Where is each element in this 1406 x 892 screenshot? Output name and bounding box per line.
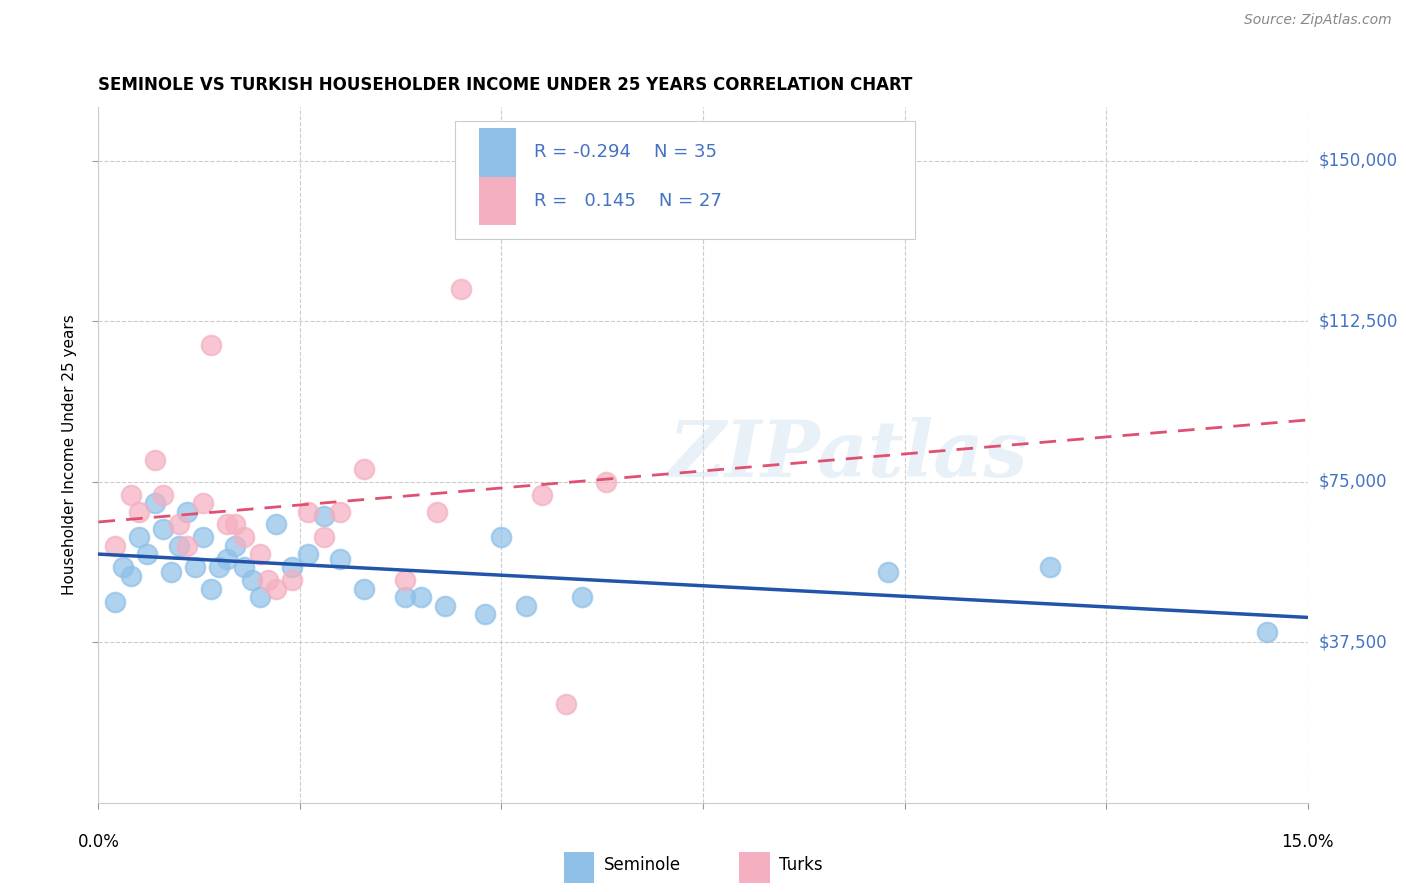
Text: R = -0.294    N = 35: R = -0.294 N = 35 — [534, 144, 717, 161]
Point — [434, 599, 457, 613]
Point — [877, 565, 900, 579]
Point — [152, 522, 174, 536]
Point — [450, 282, 472, 296]
FancyBboxPatch shape — [479, 177, 516, 226]
Point — [103, 594, 125, 608]
Text: 0.0%: 0.0% — [77, 833, 120, 851]
Text: Turks: Turks — [779, 856, 823, 874]
Point — [143, 453, 166, 467]
Point — [208, 560, 231, 574]
FancyBboxPatch shape — [456, 121, 915, 239]
Point — [240, 573, 263, 587]
Point — [297, 505, 319, 519]
Point — [491, 218, 513, 232]
Point — [394, 573, 416, 587]
Text: 15.0%: 15.0% — [1281, 833, 1334, 851]
Point — [264, 517, 287, 532]
Point — [297, 548, 319, 562]
Text: $75,000: $75,000 — [1319, 473, 1388, 491]
Point — [135, 548, 157, 562]
Point — [160, 565, 183, 579]
Point — [200, 582, 222, 596]
Point — [595, 475, 617, 489]
Point — [224, 517, 246, 532]
Point — [224, 539, 246, 553]
Point — [515, 599, 537, 613]
Y-axis label: Householder Income Under 25 years: Householder Income Under 25 years — [62, 315, 77, 595]
Point — [264, 582, 287, 596]
Point — [1039, 560, 1062, 574]
Point — [111, 560, 134, 574]
FancyBboxPatch shape — [479, 128, 516, 177]
Point — [200, 337, 222, 351]
Text: SEMINOLE VS TURKISH HOUSEHOLDER INCOME UNDER 25 YEARS CORRELATION CHART: SEMINOLE VS TURKISH HOUSEHOLDER INCOME U… — [98, 77, 912, 95]
Point — [120, 487, 142, 501]
Text: $150,000: $150,000 — [1319, 152, 1398, 169]
Point — [426, 505, 449, 519]
Point — [103, 539, 125, 553]
Point — [256, 573, 278, 587]
Point — [571, 591, 593, 605]
Text: R =   0.145    N = 27: R = 0.145 N = 27 — [534, 192, 721, 210]
Point — [167, 539, 190, 553]
Point — [314, 508, 336, 523]
Text: $37,500: $37,500 — [1319, 633, 1388, 651]
Point — [143, 496, 166, 510]
Point — [193, 530, 215, 544]
Point — [409, 591, 432, 605]
Point — [491, 530, 513, 544]
Point — [193, 496, 215, 510]
Point — [152, 487, 174, 501]
Point — [474, 607, 496, 622]
Point — [329, 505, 352, 519]
Point — [184, 560, 207, 574]
Point — [555, 698, 578, 712]
Point — [128, 530, 150, 544]
Point — [232, 560, 254, 574]
Text: Source: ZipAtlas.com: Source: ZipAtlas.com — [1244, 13, 1392, 28]
Point — [120, 569, 142, 583]
Point — [353, 582, 375, 596]
Point — [353, 462, 375, 476]
Point — [249, 591, 271, 605]
Text: Seminole: Seminole — [603, 856, 681, 874]
Point — [176, 505, 198, 519]
Point — [217, 551, 239, 566]
Point — [176, 539, 198, 553]
Point — [249, 548, 271, 562]
Point — [128, 505, 150, 519]
Text: $112,500: $112,500 — [1319, 312, 1398, 330]
Text: ZIPatlas: ZIPatlas — [668, 417, 1028, 493]
FancyBboxPatch shape — [740, 852, 769, 883]
Point — [394, 591, 416, 605]
Point — [530, 487, 553, 501]
Point — [281, 560, 304, 574]
Point — [1256, 624, 1278, 639]
Point — [314, 530, 336, 544]
Point — [329, 551, 352, 566]
Point — [232, 530, 254, 544]
Point — [217, 517, 239, 532]
Point — [281, 573, 304, 587]
Point — [167, 517, 190, 532]
FancyBboxPatch shape — [564, 852, 595, 883]
